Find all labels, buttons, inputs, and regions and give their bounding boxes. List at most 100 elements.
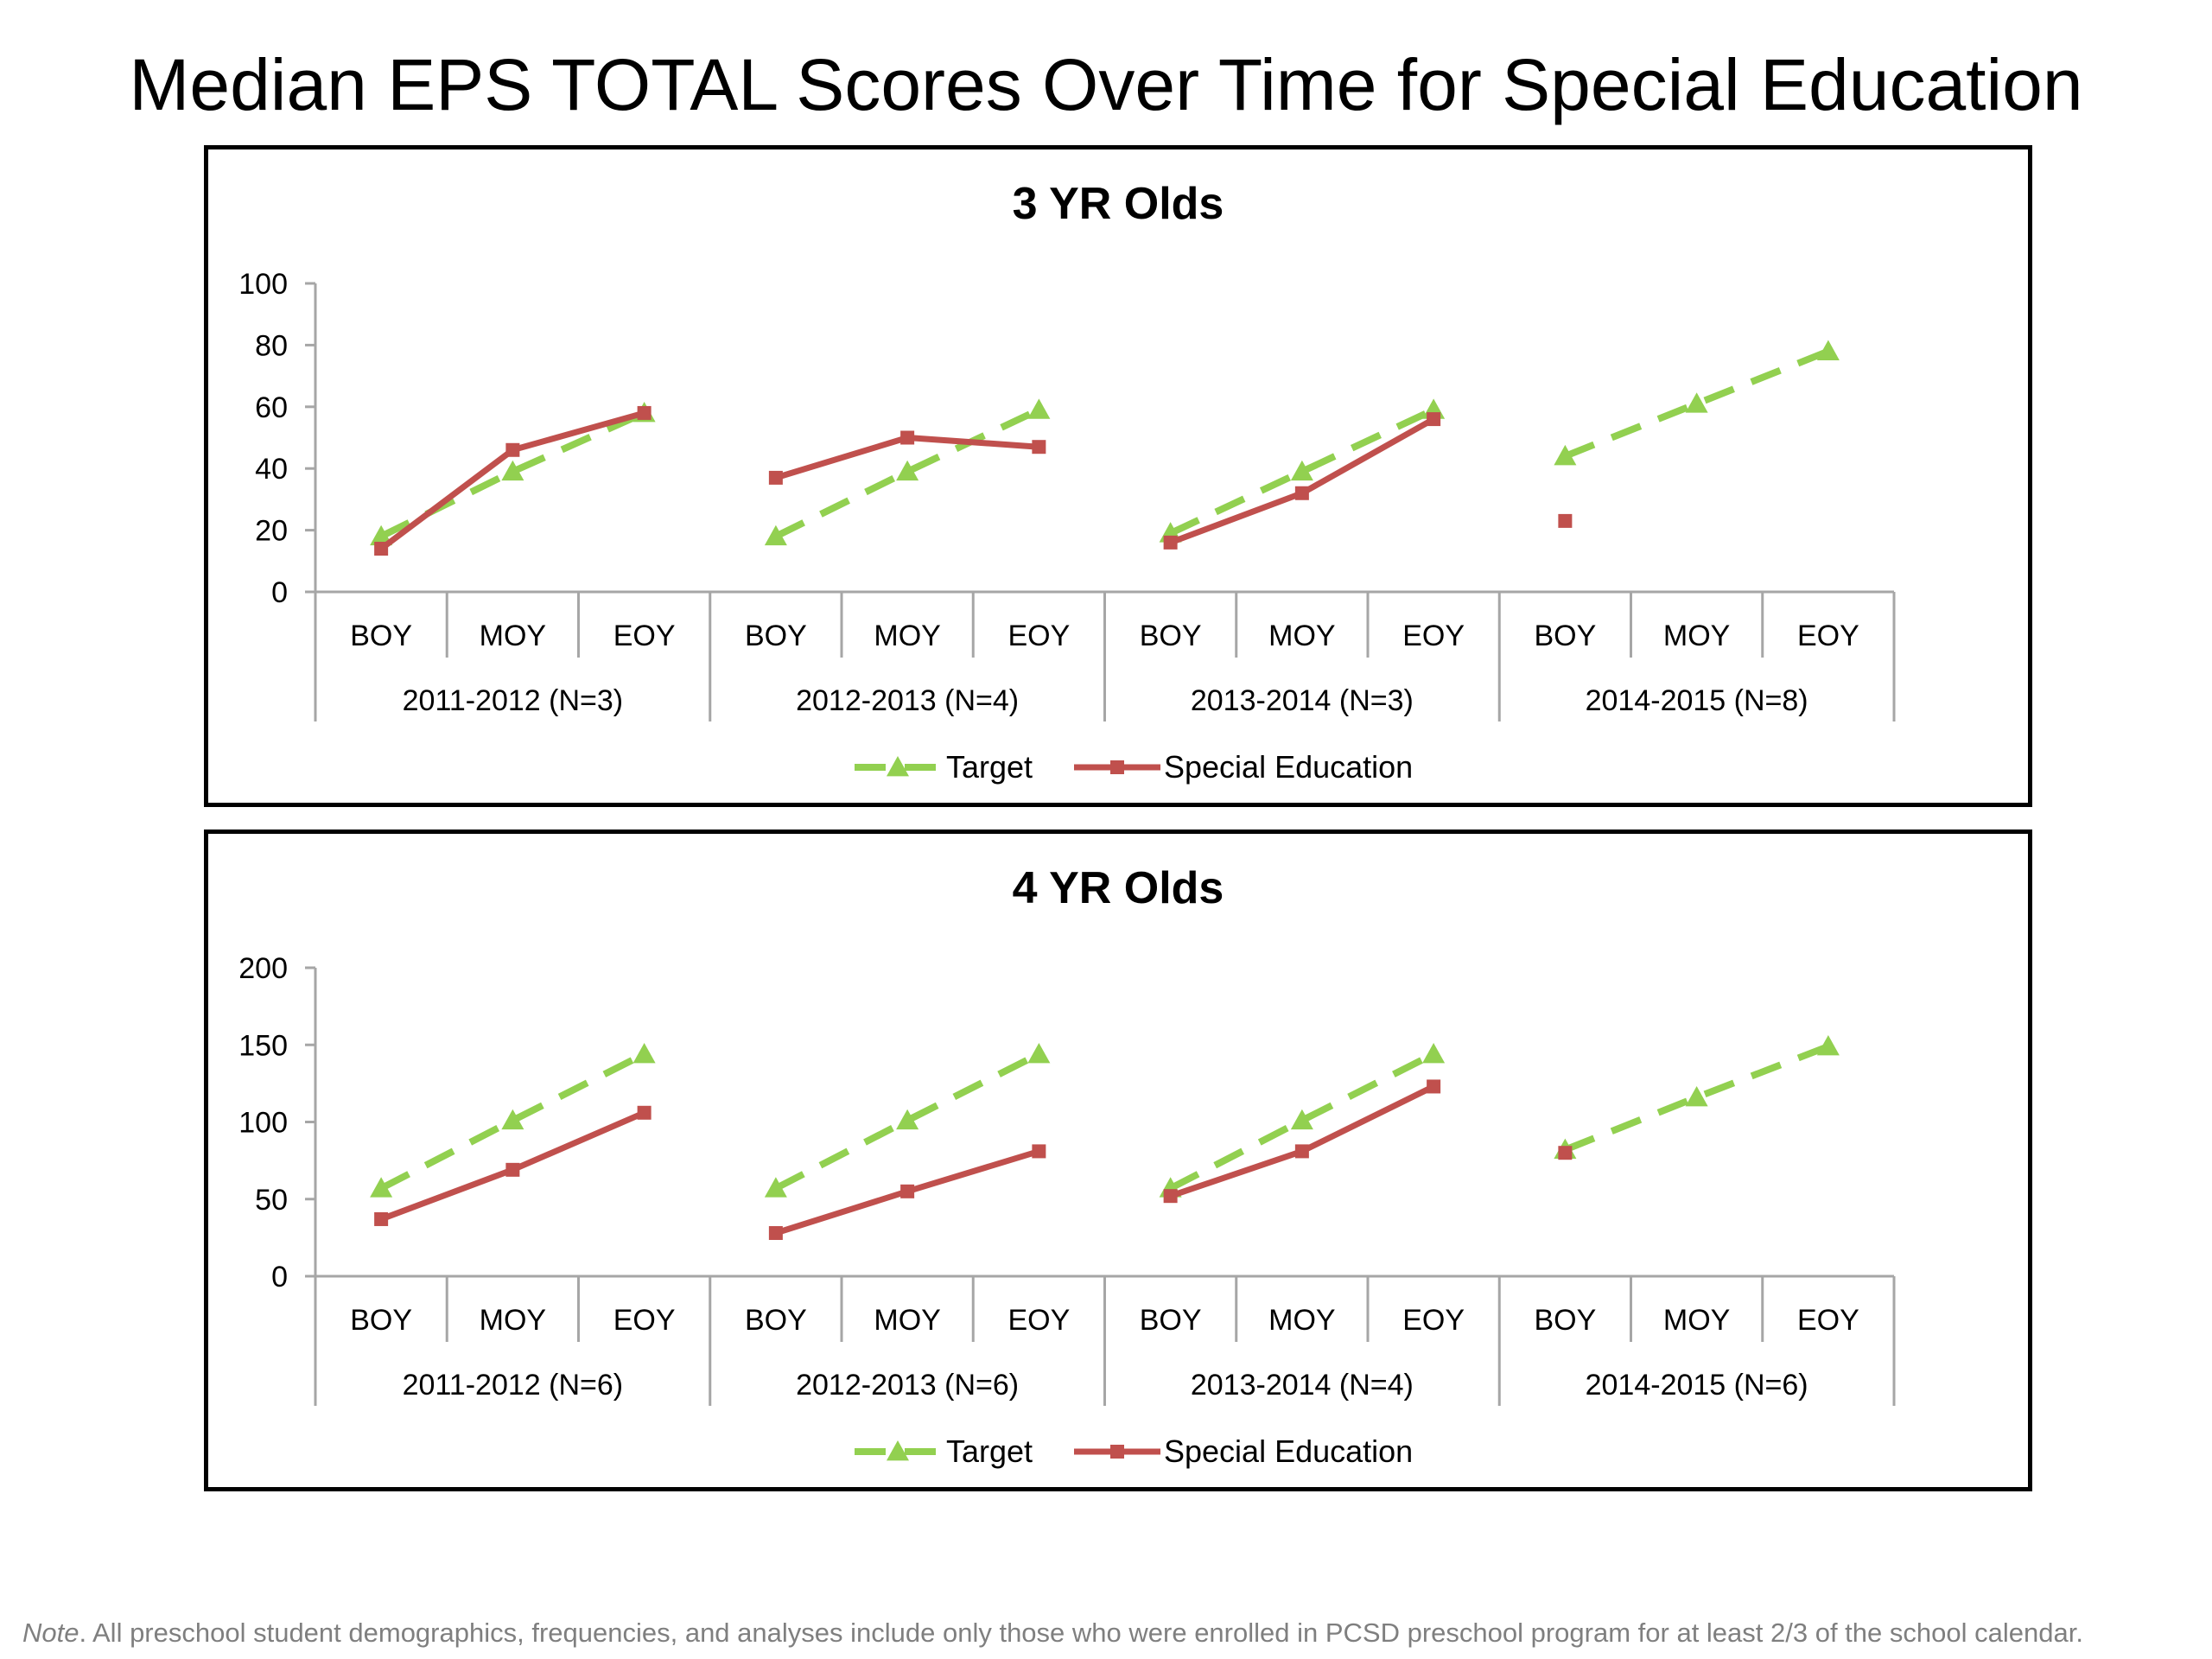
data-point-special-education (1294, 1144, 1309, 1159)
data-point-special-education (768, 470, 783, 485)
x-group-label: 2012-2013 (N=6) (796, 1369, 1019, 1402)
x-group-label: 2014-2015 (N=8) (1586, 684, 1808, 717)
data-point-special-education (505, 442, 520, 457)
x-category-label: EOY (1007, 1304, 1070, 1337)
series-line-special-education (1169, 1084, 1435, 1199)
data-point-target (896, 1109, 919, 1130)
series-line-special-education (1169, 416, 1435, 546)
data-point-target (896, 460, 919, 481)
x-category-label: EOY (1797, 1304, 1859, 1337)
legend-label-target: Target (946, 749, 1033, 785)
y-tick-label: 60 (255, 391, 288, 424)
x-category-label: BOY (1140, 620, 1202, 652)
y-tick-label: 20 (255, 515, 288, 548)
x-category-label: BOY (745, 620, 807, 652)
data-point-target (1027, 398, 1051, 419)
data-point-special-education (768, 1226, 783, 1241)
y-tick-label: 100 (238, 1107, 288, 1140)
y-tick-label: 50 (255, 1184, 288, 1217)
data-point-special-education (1427, 412, 1441, 427)
x-category-label: MOY (1663, 620, 1730, 652)
x-category-label: EOY (613, 1304, 676, 1337)
data-point-target (1290, 1109, 1313, 1130)
data-point-special-education (374, 1211, 389, 1226)
footnote-prefix: Note (22, 1618, 79, 1648)
legend-marker-special-education (1110, 1445, 1124, 1459)
chart-3yr-olds: 3 YR Olds 0 20 40 60 80 100 BOY MOY EOY BOY MOY EOY B… (238, 179, 1896, 785)
x-category-label: MOY (874, 620, 940, 652)
y-tick-label: 0 (271, 576, 288, 609)
chart-legend: Target Special Education (855, 749, 1413, 785)
x-category-label: MOY (1268, 620, 1335, 652)
x-category-label: MOY (480, 620, 546, 652)
data-point-target (501, 460, 524, 481)
data-point-target (1554, 444, 1577, 466)
x-group-label: 2014-2015 (N=6) (1586, 1369, 1808, 1402)
x-category-label: MOY (480, 1304, 546, 1337)
data-point-target (1816, 340, 1840, 360)
x-category-label: MOY (1268, 1304, 1335, 1337)
data-point-special-education (1163, 1189, 1178, 1204)
legend-marker-target (887, 1440, 909, 1461)
x-category-label: BOY (350, 1304, 412, 1337)
x-group-label: 2012-2013 (N=4) (796, 684, 1019, 717)
data-point-special-education (505, 1162, 520, 1177)
x-category-label: EOY (1797, 620, 1859, 652)
data-point-target (764, 524, 787, 546)
data-point-target (1816, 1035, 1840, 1056)
data-point-special-education (637, 405, 652, 420)
data-point-target (1422, 1042, 1446, 1064)
data-point-special-education (1427, 1079, 1441, 1094)
x-group-label: 2013-2014 (N=3) (1191, 684, 1414, 717)
chart-panel-3yr: 3 YR Olds 0 20 40 60 80 100 BOY MOY EOY BOY MOY EOY B… (204, 145, 2032, 807)
x-group-label: 2011-2012 (N=3) (403, 684, 623, 717)
y-tick-label: 0 (271, 1261, 288, 1294)
legend-label-special-education: Special Education (1164, 1433, 1413, 1469)
chart-legend: Target Special Education (855, 1433, 1413, 1469)
legend-marker-special-education (1110, 760, 1124, 774)
x-group-label: 2013-2014 (N=4) (1191, 1369, 1414, 1402)
y-tick-label: 200 (238, 952, 288, 985)
data-point-target (370, 1177, 393, 1198)
data-point-target (632, 1042, 656, 1064)
data-point-special-education (900, 1184, 915, 1198)
data-point-target (1290, 460, 1313, 481)
data-point-special-education (1294, 486, 1309, 500)
chart-4yr-olds: 4 YR Olds 0 50 100 150 200 BOY MOY EOY BOY MOY EOY B… (238, 863, 1896, 1469)
data-point-special-education (637, 1105, 652, 1120)
x-category-label: BOY (1534, 1304, 1596, 1337)
footnote: Note. All preschool student demographics… (22, 1618, 2200, 1649)
x-category-label: EOY (1402, 620, 1465, 652)
data-point-target (1685, 392, 1708, 413)
chart-title: 3 YR Olds (1013, 179, 1224, 229)
x-category-label: BOY (1140, 1304, 1202, 1337)
y-tick-label: 40 (255, 453, 288, 486)
footnote-text: . All preschool student demographics, fr… (79, 1618, 2083, 1648)
y-tick-label: 150 (238, 1029, 288, 1062)
x-category-label: BOY (745, 1304, 807, 1337)
x-category-label: BOY (1534, 620, 1596, 652)
x-category-label: MOY (1663, 1304, 1730, 1337)
data-point-target (1027, 1042, 1051, 1064)
y-tick-label: 100 (238, 268, 288, 301)
data-point-special-education (1163, 535, 1178, 550)
data-point-special-education (1032, 1144, 1046, 1159)
chart-panel-4yr: 4 YR Olds 0 50 100 150 200 BOY MOY EOY BOY MOY EOY B… (204, 830, 2032, 1491)
slide-title: Median EPS TOTAL Scores Over Time for Sp… (129, 44, 2083, 125)
x-group-label: 2011-2012 (N=6) (403, 1369, 623, 1402)
data-point-target (501, 1109, 524, 1130)
data-point-special-education (1558, 1146, 1573, 1160)
data-point-special-education (1558, 513, 1573, 528)
series-line-special-education (379, 410, 645, 551)
x-category-label: MOY (874, 1304, 940, 1337)
legend-label-special-education: Special Education (1164, 749, 1413, 785)
data-point-target (370, 524, 393, 546)
x-category-label: BOY (350, 620, 412, 652)
legend-label-target: Target (946, 1433, 1033, 1469)
x-category-label: EOY (1007, 620, 1070, 652)
data-point-target (1685, 1085, 1708, 1107)
y-tick-label: 80 (255, 329, 288, 362)
data-point-special-education (900, 430, 915, 445)
chart-title: 4 YR Olds (1013, 863, 1224, 913)
data-point-special-education (1032, 440, 1046, 454)
